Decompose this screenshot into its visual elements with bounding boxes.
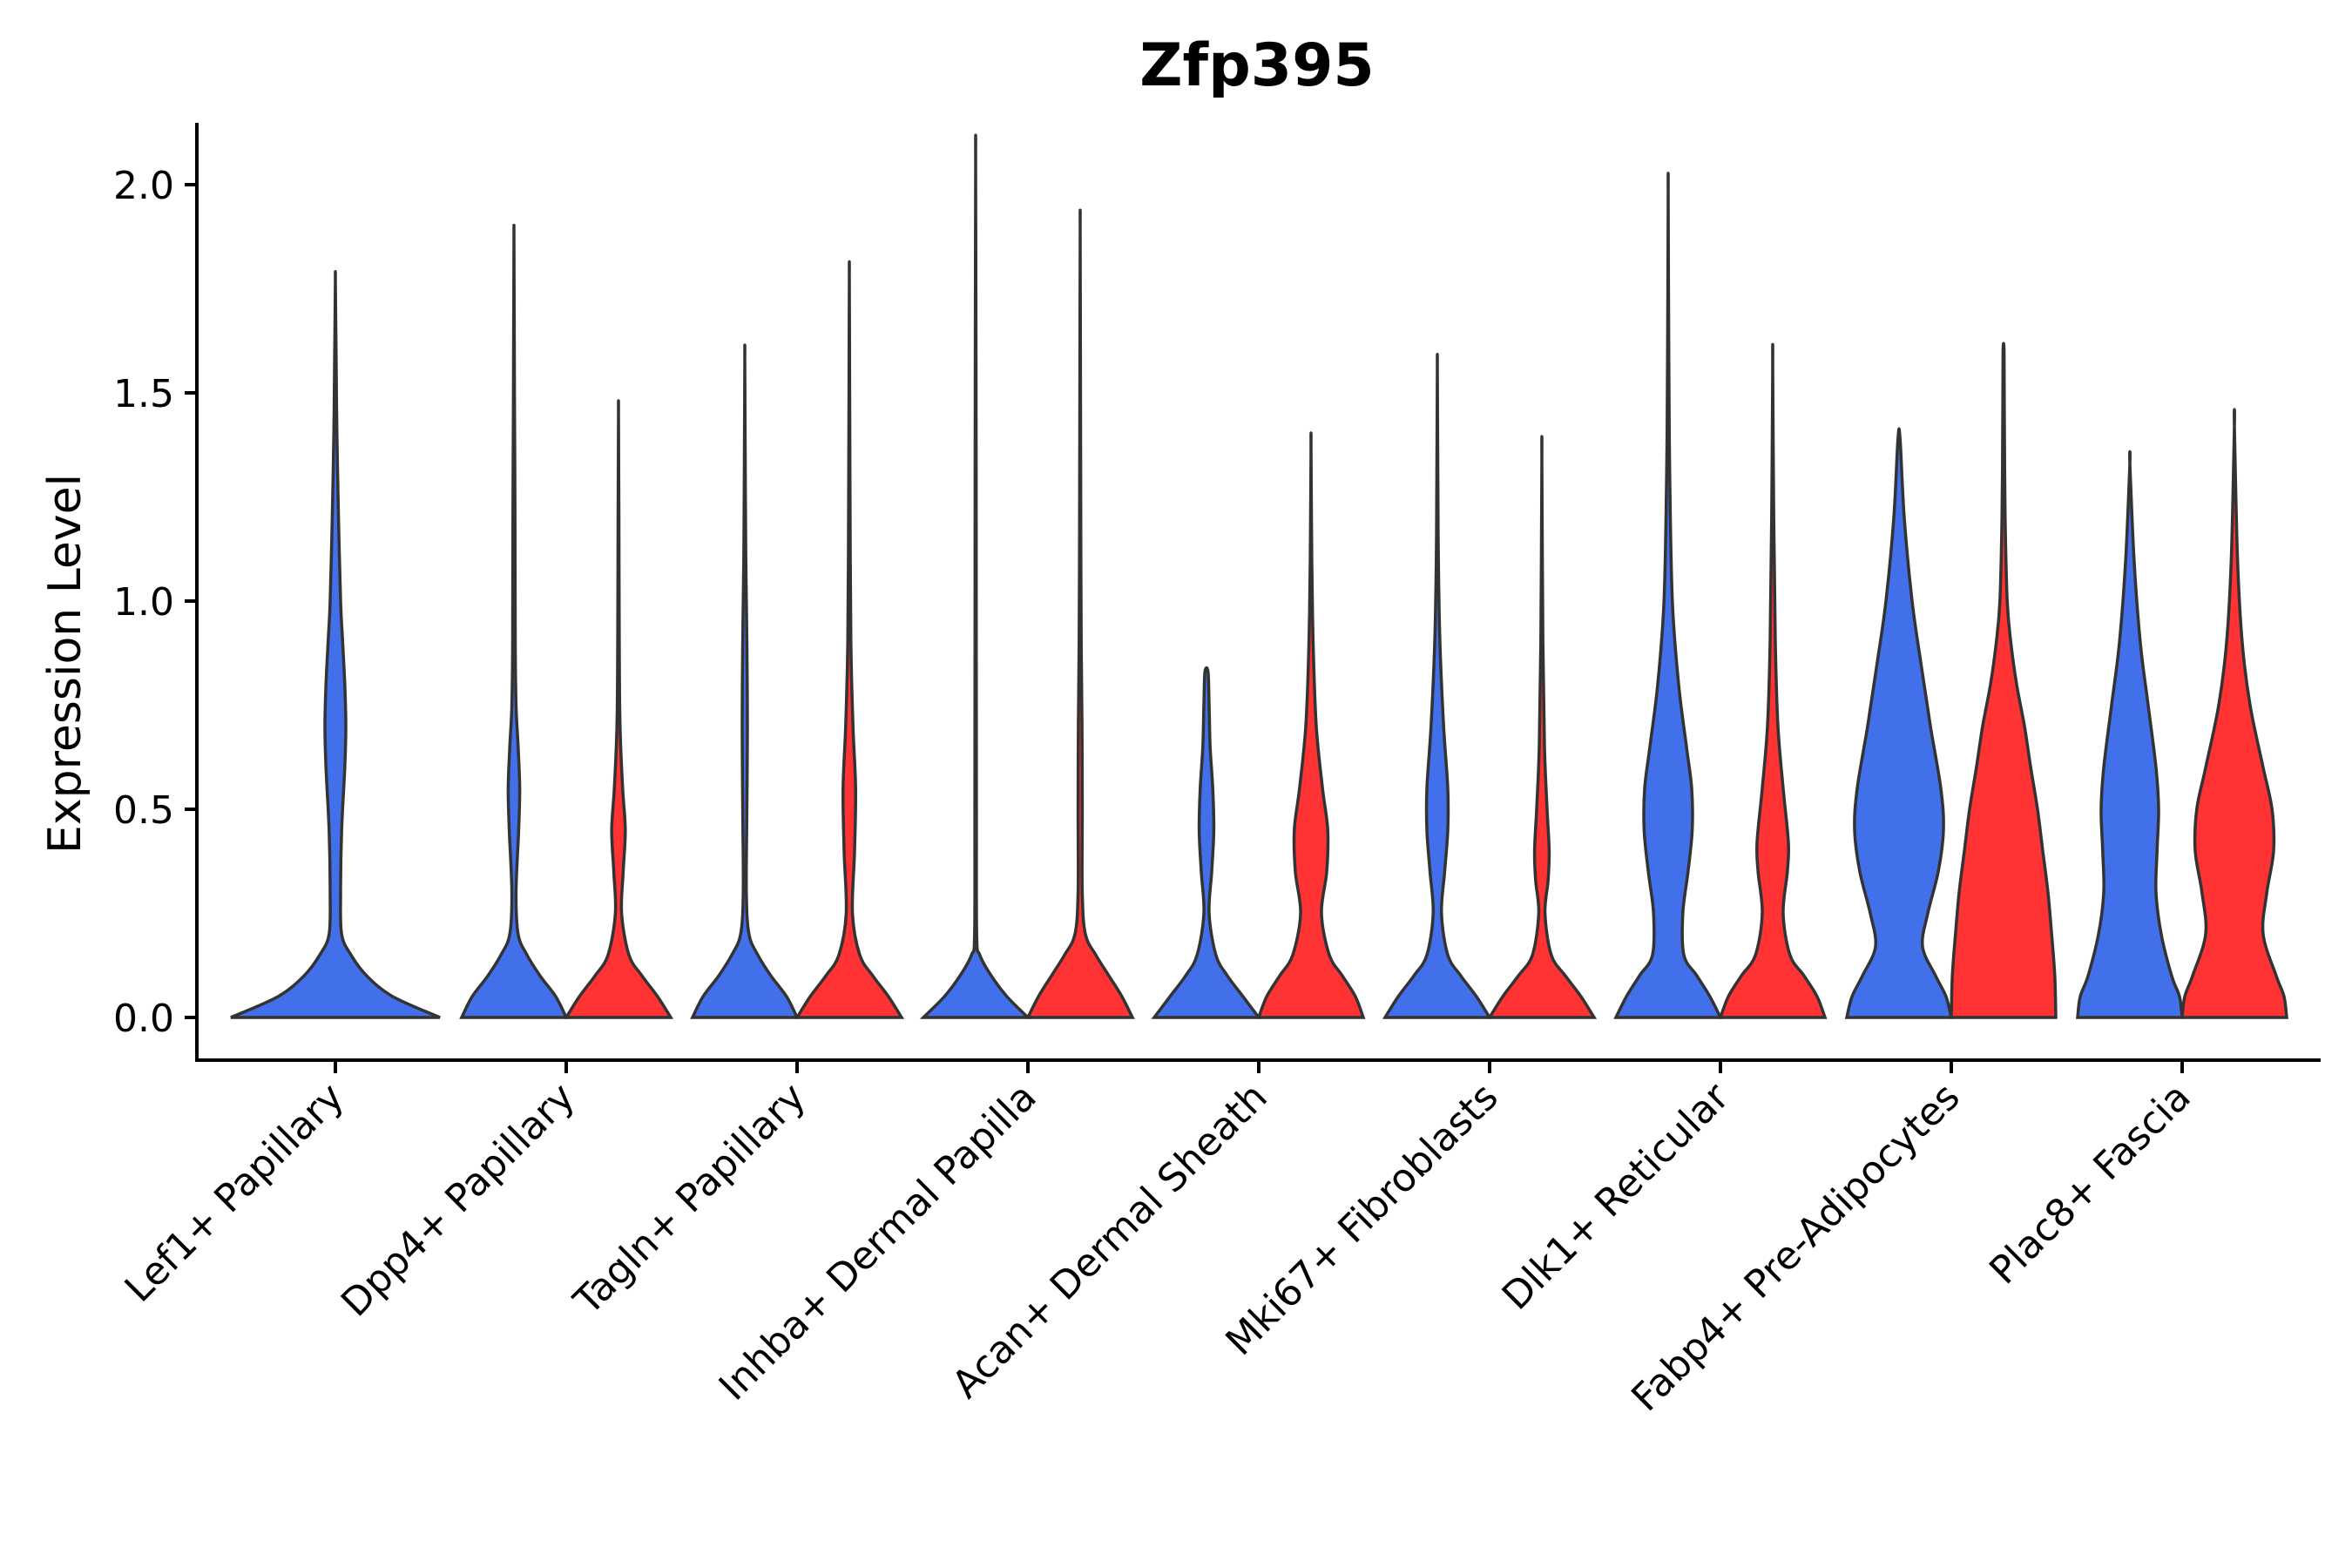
- violin-5-1: [1486, 435, 1598, 1019]
- violin-3-1: [1025, 208, 1135, 1019]
- x-tick-label: Dpp4+ Papillary: [333, 1075, 584, 1326]
- y-tick-label: 1.0: [113, 580, 174, 625]
- violin-6-0: [1613, 172, 1723, 1019]
- x-tick-label: Lef1+ Papillary: [117, 1075, 353, 1311]
- violin-8-0: [2076, 449, 2184, 1019]
- y-ticks-layer: 0.0 0.5 1.0 1.5 2.0: [113, 164, 197, 1041]
- violin-3-0: [919, 133, 1032, 1019]
- violin-4-1: [1256, 431, 1366, 1019]
- y-axis-label: Expression Level: [39, 474, 91, 854]
- violin-8-1: [2180, 408, 2288, 1019]
- x-tick-label: Tagln+ Papillary: [565, 1075, 814, 1324]
- chart-title: Zfp395: [1139, 31, 1375, 100]
- x-tick-label: Plac8+ Fascia: [1981, 1075, 2200, 1294]
- violin-2-0: [690, 343, 800, 1019]
- violin-5-0: [1382, 353, 1493, 1019]
- violin-1-1: [563, 399, 674, 1019]
- y-tick-label: 0.5: [113, 788, 174, 833]
- y-tick-label: 1.5: [113, 372, 174, 416]
- violin-0-0: [230, 270, 441, 1019]
- x-tick-label: Dlk1+ Reticular: [1494, 1074, 1739, 1319]
- violin-4-0: [1151, 666, 1262, 1019]
- y-tick-label: 0.0: [113, 997, 174, 1041]
- violin-7-1: [1950, 341, 2058, 1019]
- y-tick-label: 2.0: [113, 164, 174, 208]
- violin-6-1: [1718, 342, 1828, 1019]
- violin-7-0: [1844, 427, 1954, 1019]
- violins-layer: [230, 133, 2288, 1019]
- violin-2-1: [794, 260, 905, 1019]
- violin-1-0: [459, 223, 569, 1019]
